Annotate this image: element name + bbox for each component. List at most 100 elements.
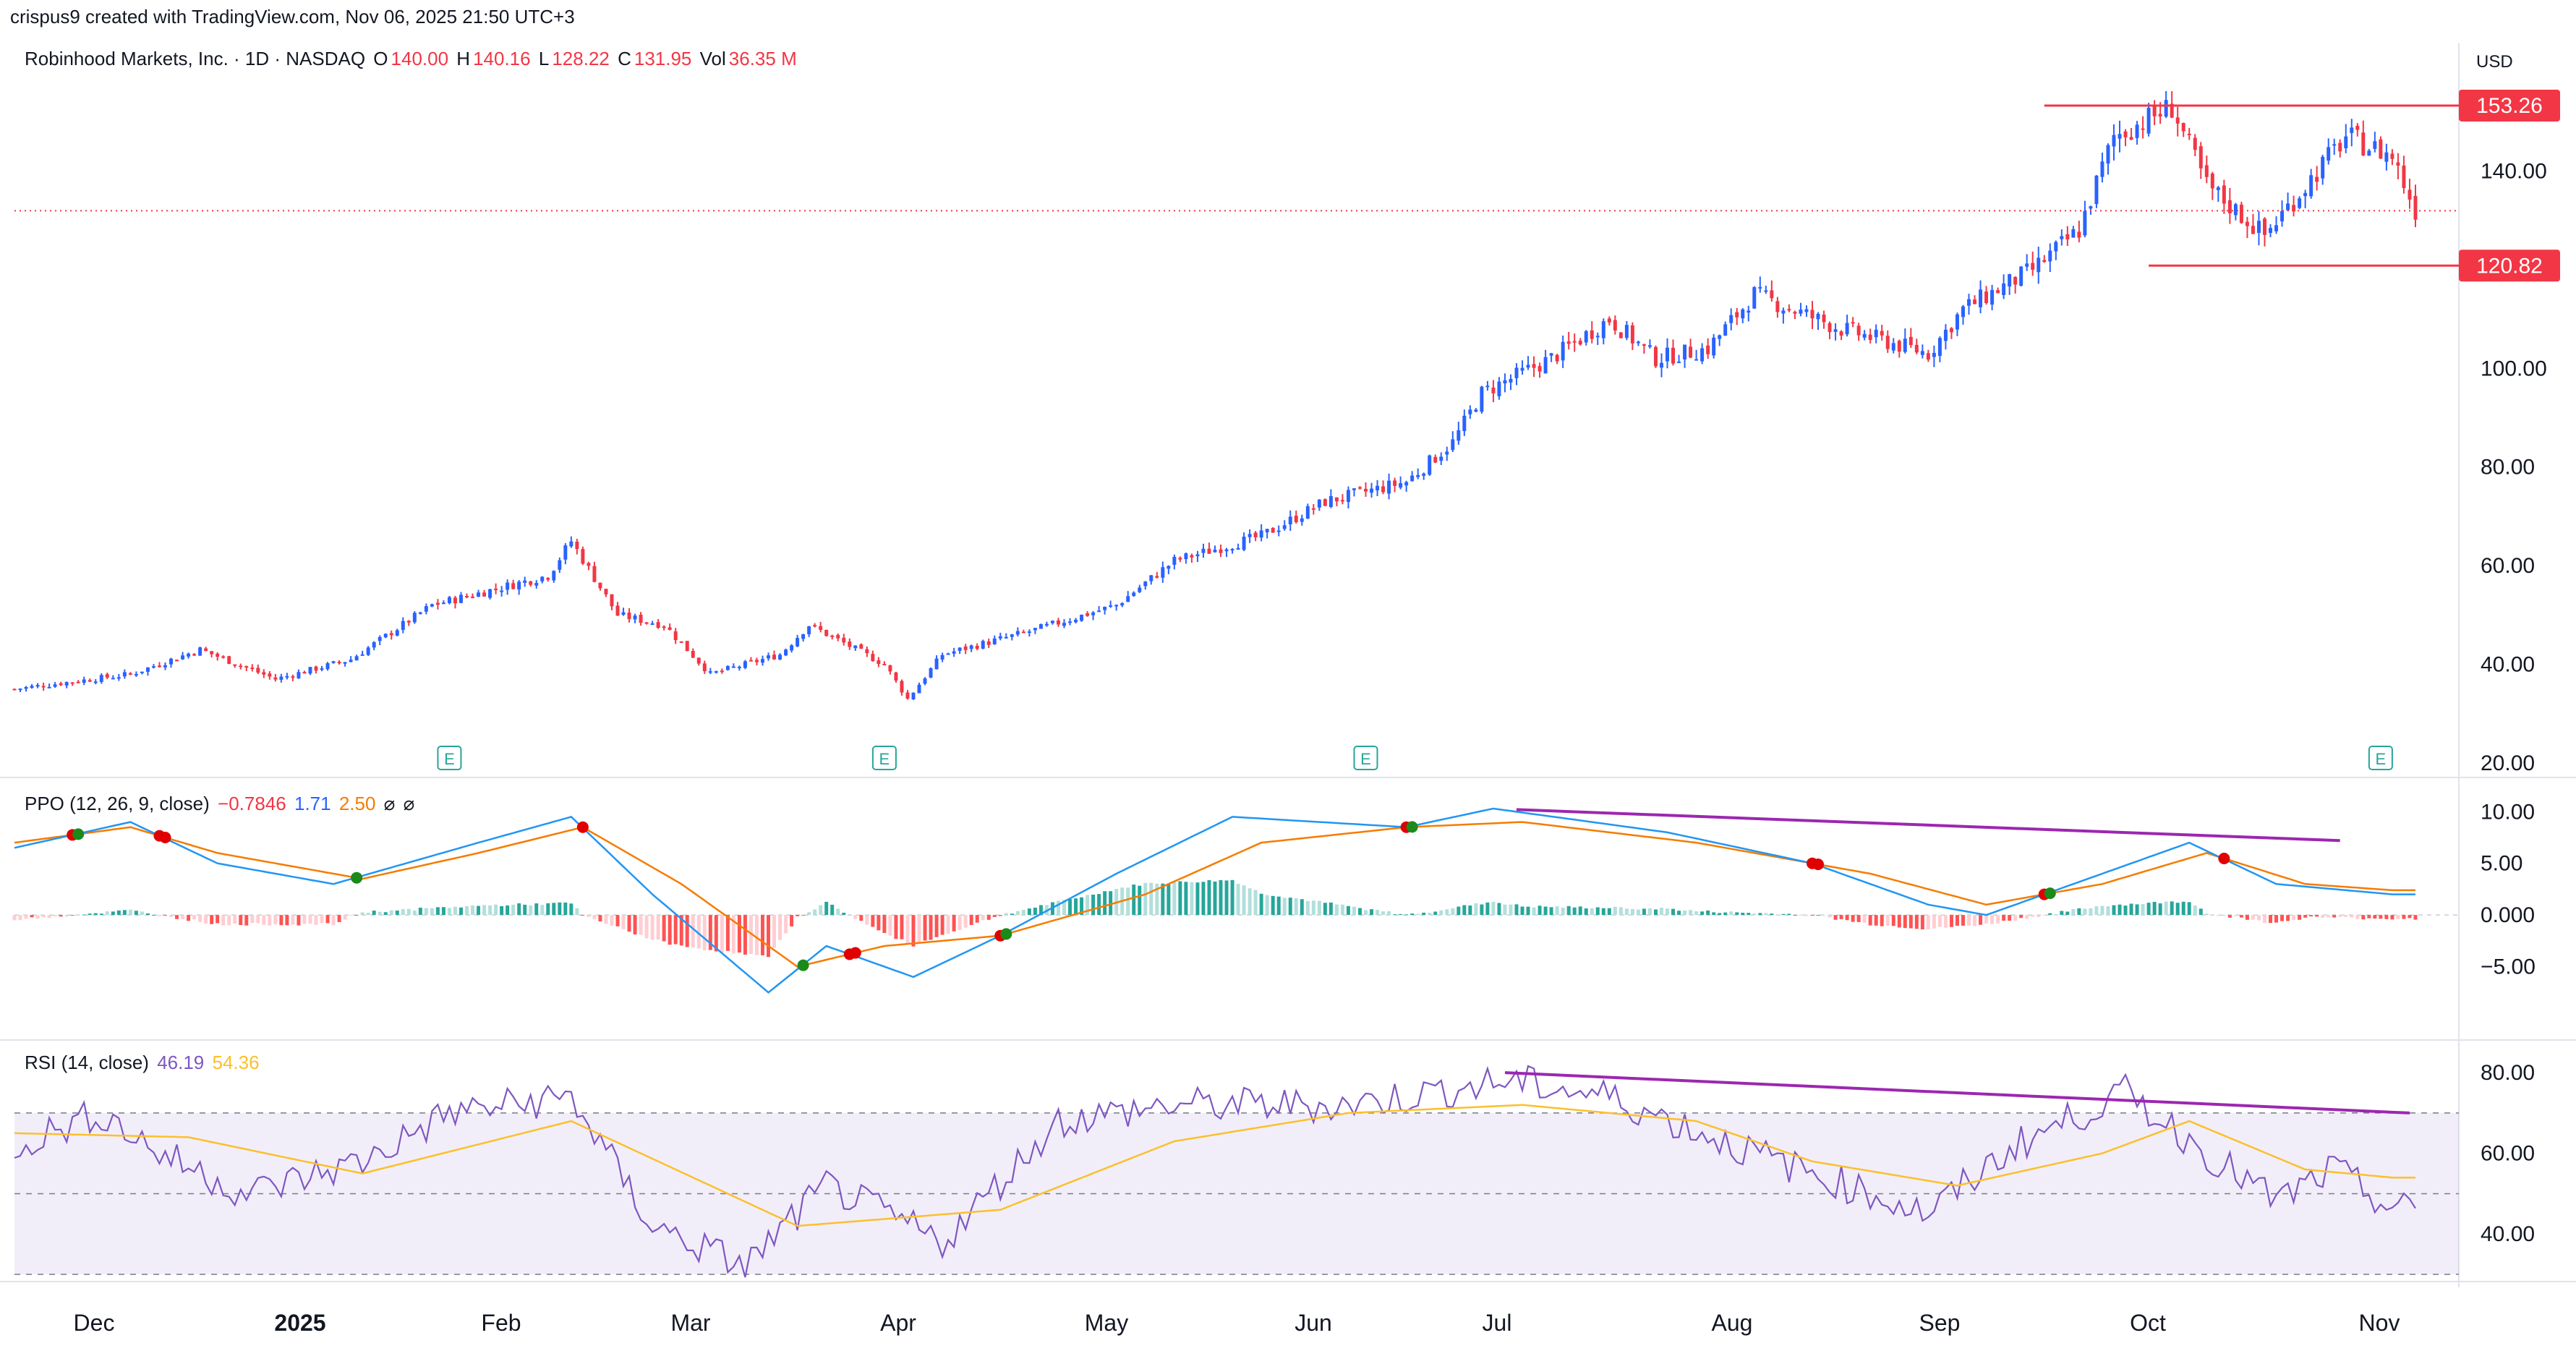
candle-body[interactable]: [2396, 162, 2400, 166]
candle-body[interactable]: [134, 673, 138, 676]
candle-body[interactable]: [958, 647, 962, 651]
candle-body[interactable]: [1259, 530, 1263, 538]
candle-body[interactable]: [1364, 488, 1368, 492]
candle-body[interactable]: [1566, 341, 1571, 344]
earnings-marker[interactable]: [1353, 746, 1378, 770]
candle-body[interactable]: [2245, 221, 2249, 226]
candle-body[interactable]: [447, 597, 451, 603]
candle-body[interactable]: [1027, 631, 1031, 634]
candle-body[interactable]: [47, 686, 51, 689]
candle-body[interactable]: [1044, 623, 1049, 626]
candle-body[interactable]: [2239, 204, 2243, 223]
candle-body[interactable]: [859, 644, 863, 649]
candle-body[interactable]: [1410, 475, 1415, 482]
candle-body[interactable]: [877, 660, 881, 665]
candle-body[interactable]: [1387, 480, 1391, 494]
candle-body[interactable]: [424, 606, 428, 612]
candle-body[interactable]: [552, 571, 556, 581]
candle-body[interactable]: [917, 684, 921, 694]
candle-body[interactable]: [187, 653, 191, 657]
candle-body[interactable]: [2210, 173, 2214, 189]
candle-body[interactable]: [1305, 506, 1310, 519]
candle-body[interactable]: [93, 681, 98, 683]
candle-body[interactable]: [1613, 320, 1617, 331]
candle-body[interactable]: [923, 678, 927, 684]
candle-body[interactable]: [2170, 103, 2174, 118]
candle-body[interactable]: [2164, 100, 2168, 117]
candle-body[interactable]: [992, 638, 997, 644]
candle-body[interactable]: [1752, 287, 1757, 309]
candle-body[interactable]: [2187, 133, 2191, 135]
candle-body[interactable]: [975, 645, 979, 649]
candle-body[interactable]: [2065, 234, 2070, 239]
candle-body[interactable]: [1630, 325, 1634, 344]
candle-body[interactable]: [1891, 343, 1895, 351]
candle-body[interactable]: [2198, 146, 2203, 169]
candle-body[interactable]: [575, 541, 579, 550]
candle-body[interactable]: [250, 668, 255, 670]
candle-body[interactable]: [1143, 581, 1148, 587]
candle-body[interactable]: [2269, 228, 2273, 234]
candle-body[interactable]: [2292, 205, 2296, 212]
earnings-marker[interactable]: [437, 746, 462, 770]
candle-body[interactable]: [2274, 225, 2279, 231]
candle-body[interactable]: [1532, 364, 1536, 368]
candle-body[interactable]: [1990, 289, 1995, 305]
candle-body[interactable]: [331, 661, 336, 663]
candle-body[interactable]: [192, 654, 197, 656]
candle-body[interactable]: [1758, 286, 1762, 289]
ppo-cross-dot[interactable]: [1000, 928, 1012, 940]
candle-body[interactable]: [1138, 587, 1142, 592]
candle-body[interactable]: [1097, 610, 1101, 613]
candle-body[interactable]: [842, 637, 846, 643]
candle-body[interactable]: [372, 642, 376, 648]
candle-body[interactable]: [59, 683, 63, 686]
earnings-marker[interactable]: [2368, 746, 2393, 770]
candle-body[interactable]: [482, 592, 487, 597]
candle-body[interactable]: [2100, 161, 2104, 177]
candle-body[interactable]: [1897, 341, 1901, 352]
candle-body[interactable]: [824, 629, 829, 636]
candle-body[interactable]: [128, 673, 132, 675]
candle-body[interactable]: [1120, 603, 1125, 606]
candle-body[interactable]: [1973, 299, 1977, 304]
candle-body[interactable]: [64, 682, 69, 686]
candle-body[interactable]: [2013, 276, 2018, 285]
candle-body[interactable]: [581, 549, 585, 564]
candle-body[interactable]: [865, 649, 869, 654]
candle-body[interactable]: [2135, 124, 2139, 138]
candle-body[interactable]: [2303, 192, 2308, 197]
candle-body[interactable]: [389, 633, 393, 636]
candle-body[interactable]: [673, 631, 678, 641]
candle-body[interactable]: [563, 545, 568, 560]
candle-body[interactable]: [99, 675, 103, 682]
candle-body[interactable]: [2355, 126, 2360, 130]
candle-body[interactable]: [1984, 291, 1989, 303]
candle-body[interactable]: [1178, 558, 1182, 560]
candle-body[interactable]: [1184, 553, 1188, 560]
ppo-trendline[interactable]: [1516, 808, 2340, 843]
candle-body[interactable]: [986, 641, 991, 645]
candle-body[interactable]: [2298, 198, 2302, 208]
candle-body[interactable]: [1996, 290, 2000, 294]
candle-body[interactable]: [1949, 328, 1953, 333]
candle-body[interactable]: [1491, 387, 1496, 393]
candle-body[interactable]: [227, 656, 231, 664]
candle-body[interactable]: [1352, 488, 1356, 490]
candle-body[interactable]: [1213, 550, 1217, 553]
candle-body[interactable]: [2263, 218, 2266, 235]
candle-body[interactable]: [360, 654, 364, 656]
candle-body[interactable]: [76, 681, 80, 683]
ppo-cross-dot[interactable]: [849, 947, 861, 959]
candle-body[interactable]: [929, 668, 933, 678]
candle-body[interactable]: [2181, 123, 2185, 132]
candle-body[interactable]: [1647, 345, 1652, 347]
candle-body[interactable]: [754, 660, 759, 662]
candle-body[interactable]: [517, 581, 521, 590]
candle-body[interactable]: [2315, 176, 2319, 182]
candle-body[interactable]: [2175, 117, 2180, 124]
candle-body[interactable]: [772, 655, 777, 660]
candle-body[interactable]: [366, 647, 370, 655]
candle-body[interactable]: [2129, 137, 2133, 140]
candle-body[interactable]: [506, 582, 510, 590]
